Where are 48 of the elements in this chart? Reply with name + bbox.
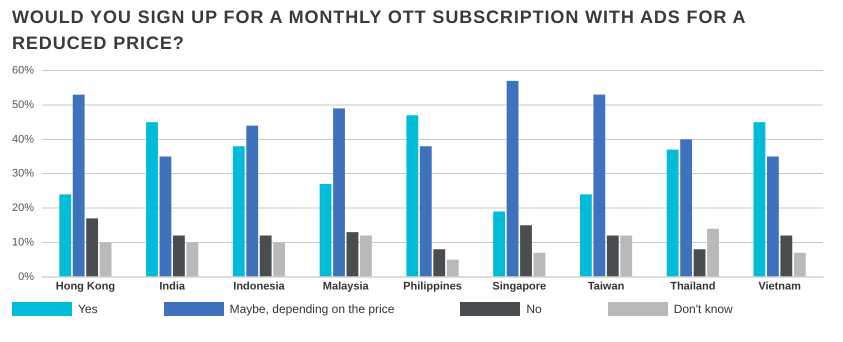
x-tick-label: Philippines xyxy=(403,280,462,292)
y-tick-label: 0% xyxy=(18,270,34,283)
bar xyxy=(766,156,779,276)
x-tick-label: Indonesia xyxy=(233,280,286,292)
bar xyxy=(246,126,258,276)
bar xyxy=(580,194,592,276)
legend-label: Maybe, depending on the price xyxy=(230,302,394,316)
bar xyxy=(160,156,172,276)
y-tick-label: 20% xyxy=(12,202,34,214)
bar xyxy=(260,236,272,276)
y-tick-label: 40% xyxy=(12,133,34,146)
bar xyxy=(320,184,332,276)
legend-label: Yes xyxy=(78,302,98,316)
x-tick-label: India xyxy=(159,280,186,292)
bar xyxy=(420,146,432,276)
bar xyxy=(754,122,766,276)
y-tick-label: 50% xyxy=(12,99,34,111)
x-tick-label: Taiwan xyxy=(588,280,625,292)
x-tick-label: Malaysia xyxy=(322,280,370,292)
bar xyxy=(606,236,619,276)
y-tick-label: 60% xyxy=(12,64,34,77)
bar xyxy=(172,236,185,276)
legend-label: Don't know xyxy=(674,302,733,316)
bar xyxy=(346,232,358,276)
x-tick-label: Thailand xyxy=(670,280,716,292)
bar xyxy=(72,94,85,276)
bar xyxy=(694,249,706,276)
bar xyxy=(333,108,345,276)
bar xyxy=(59,194,72,276)
x-tick-label: Singapore xyxy=(492,280,546,292)
bar xyxy=(666,150,679,276)
chart-title: WOULD YOU SIGN UP FOR A MONTHLY OTT SUBSCRIPTION WITH ADS FOR A REDUCED PRICE? xyxy=(11,6,747,55)
y-tick-label: 30% xyxy=(12,168,34,180)
bar xyxy=(86,218,98,276)
bar xyxy=(680,139,692,276)
bar xyxy=(232,146,245,276)
bar xyxy=(593,94,606,276)
bar xyxy=(406,115,418,276)
legend-label: No xyxy=(526,302,542,316)
x-tick-label: Hong Kong xyxy=(56,280,116,292)
bar xyxy=(433,249,446,276)
bar xyxy=(146,122,158,276)
bar xyxy=(520,225,532,276)
bar xyxy=(493,212,506,276)
bar xyxy=(506,80,518,276)
bar xyxy=(780,236,792,276)
y-tick-label: 10% xyxy=(12,236,34,248)
x-tick-label: Vietnam xyxy=(758,280,802,292)
